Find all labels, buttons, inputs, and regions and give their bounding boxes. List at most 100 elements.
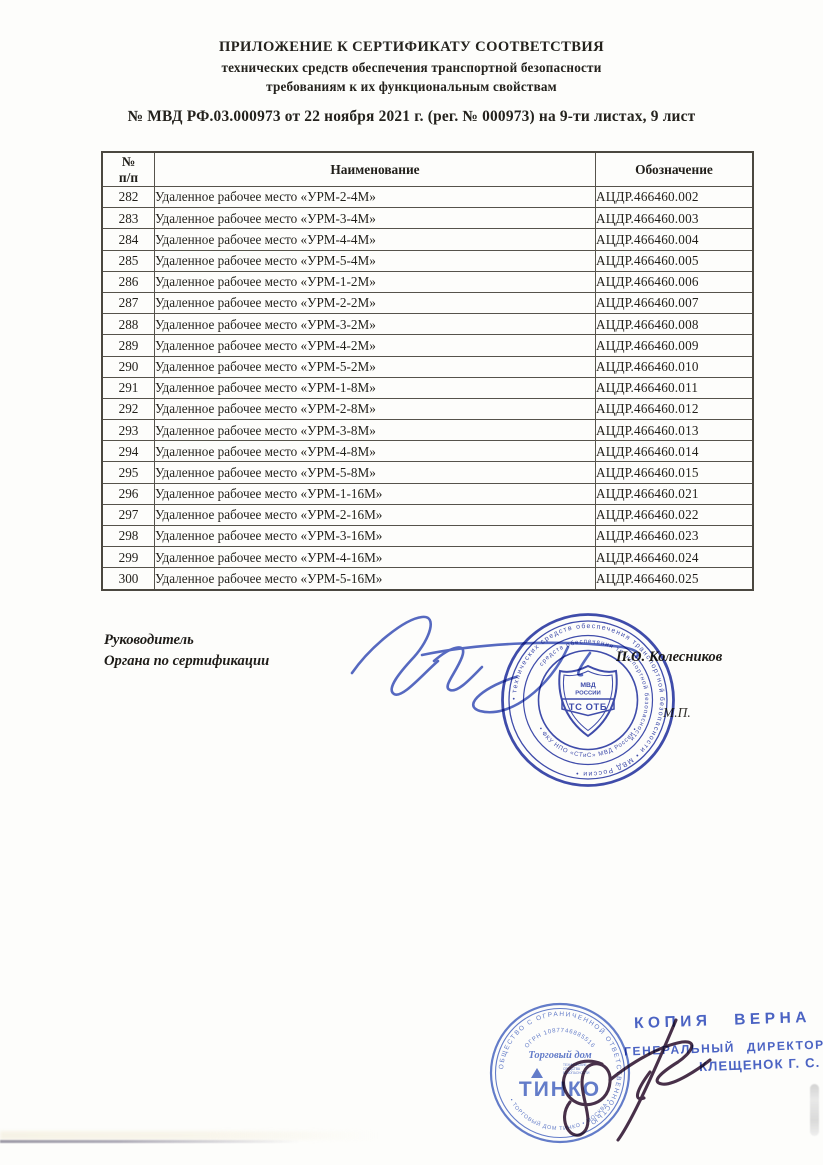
- equipment-table: № п/п Наименование Обозначение 282 Удале…: [101, 151, 754, 591]
- cell-row-number: 299: [101, 546, 155, 569]
- table-row: 289 Удаленное рабочее место «УРМ-4-2М» А…: [101, 334, 754, 357]
- scan-artifact-line: [0, 1140, 300, 1143]
- director-signature: [350, 615, 640, 714]
- cell-designation-code: АЦДР.466460.011: [595, 376, 754, 399]
- tinko-small-text-2: СРЕДСТВА: [563, 1067, 581, 1071]
- table-header-row: № п/п Наименование Обозначение: [101, 151, 754, 187]
- table-row: 299 Удаленное рабочее место «УРМ-4-16М» …: [101, 546, 754, 569]
- shield-text-russia: РОССИИ: [575, 691, 600, 697]
- seal-placeholder: М.П.: [663, 705, 691, 720]
- tinko-logo-triangle: [531, 1068, 543, 1078]
- cell-designation-code: АЦДР.466460.005: [595, 249, 754, 272]
- signature-stroke: [432, 646, 484, 692]
- cell-row-number: 290: [101, 355, 155, 378]
- signer-name: П.О. Колесников: [616, 649, 723, 665]
- cell-designation-code: АЦДР.466460.025: [595, 567, 754, 591]
- cell-designation-code: АЦДР.466460.007: [595, 291, 754, 315]
- stamp-outer-ring: [501, 613, 675, 787]
- signature-stroke: [616, 1018, 678, 1142]
- cell-designation-code: АЦДР.466460.014: [595, 440, 754, 463]
- page-title: ПРИЛОЖЕНИЕ К СЕРТИФИКАТУ СООТВЕТСТВИЯ: [218, 39, 605, 55]
- shield-text-mvd: МВД: [580, 682, 595, 689]
- signature-stroke: [350, 615, 440, 696]
- column-header-num: № п/п: [101, 151, 155, 187]
- cell-row-number: 285: [101, 249, 155, 272]
- table-body: 282 Удаленное рабочее место «УРМ-2-4М» А…: [101, 185, 754, 591]
- cell-row-number: 292: [101, 397, 155, 421]
- cell-item-name: Удаленное рабочее место «УРМ-4-2М»: [154, 334, 596, 357]
- cell-designation-code: АЦДР.466460.003: [595, 207, 754, 230]
- shield-outline: [558, 664, 618, 738]
- shield-banner-text: ТС ОТБ: [569, 701, 607, 712]
- cell-row-number: 283: [101, 207, 155, 230]
- scan-artifact-streak: [810, 1084, 819, 1136]
- table-head: № п/п Наименование Обозначение: [101, 151, 754, 187]
- cell-item-name: Удаленное рабочее место «УРМ-4-16М»: [154, 546, 596, 569]
- table-row: 294 Удаленное рабочее место «УРМ-4-8М» А…: [101, 440, 754, 463]
- signer-role-line1: Руководитель: [104, 632, 194, 648]
- cell-row-number: 289: [101, 334, 155, 357]
- stamp-inner-ring: [537, 649, 639, 751]
- cell-item-name: Удаленное рабочее место «УРМ-4-8М»: [154, 440, 596, 463]
- general-director-signature: [562, 1018, 712, 1142]
- table-row: 293 Удаленное рабочее место «УРМ-3-8М» А…: [101, 419, 754, 442]
- cell-item-name: Удаленное рабочее место «УРМ-2-2М»: [154, 291, 596, 315]
- tinko-outer-ring: [489, 1002, 631, 1144]
- tinko-round-stamp: ОБЩЕСТВО С ОГРАНИЧЕННОЙ ОТВЕТСТВЕННОСТЬЮ…: [489, 1002, 631, 1144]
- cell-designation-code: АЦДР.466460.008: [595, 313, 754, 336]
- cell-designation-code: АЦДР.466460.002: [595, 185, 754, 209]
- cell-row-number: 291: [101, 376, 155, 399]
- table-row: 283 Удаленное рабочее место «УРМ-3-4М» А…: [101, 207, 754, 230]
- cell-row-number: 300: [101, 567, 155, 591]
- table-row: 288 Удаленное рабочее место «УРМ-3-2М» А…: [101, 313, 754, 336]
- stamp-shield: МВД РОССИИ ТС ОТБ: [558, 664, 618, 738]
- signer-role-line2: Органа по сертификации: [104, 653, 270, 669]
- cell-row-number: 295: [101, 461, 155, 484]
- tinko-trade-house-text: Торговый дом: [528, 1050, 591, 1061]
- cell-row-number: 293: [101, 419, 155, 442]
- table-row: 300 Удаленное рабочее место «УРМ-5-16М» …: [101, 567, 754, 591]
- cell-row-number: 297: [101, 503, 155, 527]
- cell-designation-code: АЦДР.466460.022: [595, 503, 754, 527]
- signature-stroke: [608, 1040, 712, 1086]
- cell-item-name: Удаленное рабочее место «УРМ-1-16М»: [154, 482, 596, 505]
- cell-row-number: 296: [101, 482, 155, 505]
- registration-line: № МВД РФ.03.000973 от 22 ноября 2021 г. …: [127, 108, 696, 125]
- table-row: 295 Удаленное рабочее место «УРМ-5-8М» А…: [101, 461, 754, 484]
- column-header-code: Обозначение: [595, 151, 754, 187]
- tinko-small-text-3: БЕЗОПАСНОСТИ: [563, 1071, 590, 1075]
- cell-designation-code: АЦДР.466460.009: [595, 334, 754, 357]
- table-row: 287 Удаленное рабочее место «УРМ-2-2М» А…: [101, 291, 754, 315]
- table-row: 290 Удаленное рабочее место «УРМ-5-2М» А…: [101, 355, 754, 378]
- cell-designation-code: АЦДР.466460.021: [595, 482, 754, 505]
- cell-designation-code: АЦДР.466460.013: [595, 419, 754, 442]
- cell-row-number: 287: [101, 291, 155, 315]
- cell-item-name: Удаленное рабочее место «УРМ-1-8М»: [154, 376, 596, 399]
- cell-item-name: Удаленное рабочее место «УРМ-2-4М»: [154, 185, 596, 209]
- signature-stroke: [562, 1059, 612, 1137]
- cell-item-name: Удаленное рабочее место «УРМ-4-4М»: [154, 228, 596, 251]
- tinko-inner-ring: [494, 1007, 626, 1139]
- scan-artifact-smudge: [0, 1131, 378, 1140]
- cell-designation-code: АЦДР.466460.012: [595, 397, 754, 421]
- shield-inner-outline: [562, 670, 614, 732]
- cell-designation-code: АЦДР.466460.023: [595, 524, 754, 548]
- cell-designation-code: АЦДР.466460.004: [595, 228, 754, 251]
- cell-row-number: 298: [101, 524, 155, 548]
- cell-designation-code: АЦДР.466460.024: [595, 546, 754, 569]
- column-header-name: Наименование: [154, 151, 596, 187]
- table-row: 286 Удаленное рабочее место «УРМ-1-2М» А…: [101, 270, 754, 293]
- cell-designation-code: АЦДР.466460.010: [595, 355, 754, 378]
- cell-row-number: 294: [101, 440, 155, 463]
- page-subtitle-2: требованиям к их функциональным свойства…: [266, 79, 557, 94]
- cell-item-name: Удаленное рабочее место «УРМ-5-16М»: [154, 567, 596, 591]
- cell-row-number: 286: [101, 270, 155, 293]
- cell-item-name: Удаленное рабочее место «УРМ-3-4М»: [154, 207, 596, 230]
- cell-row-number: 288: [101, 313, 155, 336]
- cell-designation-code: АЦДР.466460.015: [595, 461, 754, 484]
- table-row: 292 Удаленное рабочее место «УРМ-2-8М» А…: [101, 397, 754, 421]
- table-row: 285 Удаленное рабочее место «УРМ-5-4М» А…: [101, 249, 754, 272]
- cell-item-name: Удаленное рабочее место «УРМ-2-16М»: [154, 503, 596, 527]
- column-header-num-line2: п/п: [118, 169, 139, 185]
